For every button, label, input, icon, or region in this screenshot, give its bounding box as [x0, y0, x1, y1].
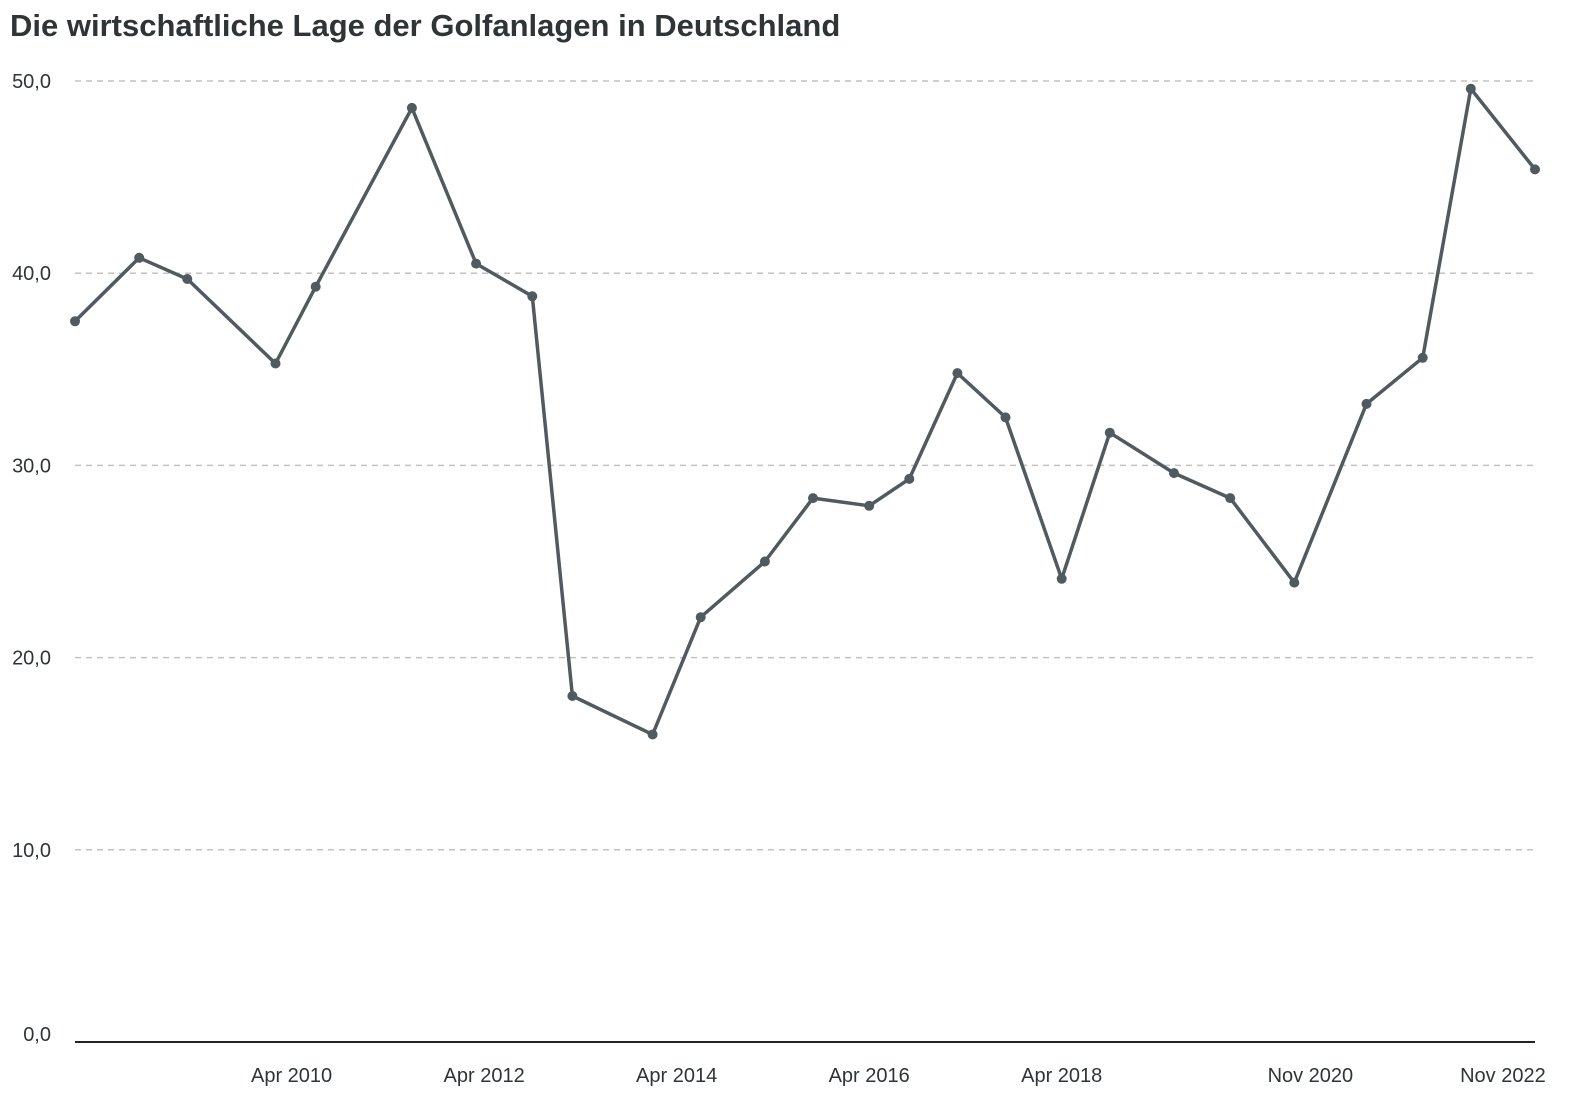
data-point — [567, 691, 578, 701]
data-point — [1465, 83, 1476, 94]
data-point — [310, 281, 321, 292]
data-point — [1225, 493, 1236, 504]
y-tick-label: 20,0 — [12, 648, 51, 670]
data-point — [134, 252, 145, 263]
data-point — [527, 291, 538, 302]
data-point — [1289, 577, 1300, 588]
data-point — [182, 274, 193, 284]
chart-title: Die wirtschaftliche Lage der Golfanlagen… — [10, 8, 841, 43]
y-tick-label: 50,0 — [12, 71, 51, 93]
data-point — [695, 612, 706, 623]
data-point — [1000, 412, 1011, 423]
x-tick-label: Apr 2018 — [1021, 1065, 1102, 1087]
y-tick-label: 40,0 — [12, 263, 51, 285]
data-point — [864, 500, 875, 511]
data-point — [1417, 352, 1428, 363]
y-tick-label: 30,0 — [12, 455, 51, 477]
gridlines — [75, 80, 1535, 851]
data-point — [70, 316, 80, 327]
x-tick-label: Apr 2010 — [251, 1065, 332, 1087]
data-point — [1056, 573, 1067, 584]
x-tick-label: Nov 2020 — [1268, 1065, 1354, 1087]
data-point — [1104, 427, 1115, 438]
data-point — [808, 493, 818, 504]
series-line — [73, 86, 1537, 737]
data-point — [471, 258, 482, 269]
x-tick-label: Apr 2012 — [444, 1065, 525, 1087]
data-point — [1169, 468, 1179, 479]
data-point — [952, 368, 963, 379]
data-point — [647, 729, 658, 740]
x-tick-label: Nov 2022 — [1460, 1065, 1546, 1087]
data-point — [904, 473, 915, 484]
data-point — [1361, 398, 1372, 409]
series — [70, 83, 1540, 740]
data-point — [406, 102, 417, 113]
y-tick-label: 0,0 — [23, 1024, 51, 1046]
x-axis-tick-labels: Apr 2010 Apr 2012 Apr 2014 Apr 2016 Apr 2018… — [251, 1065, 1546, 1087]
x-tick-label: Apr 2014 — [636, 1065, 717, 1087]
data-point — [1530, 164, 1540, 175]
y-axis-tick-labels: 0,0 10,0 20,0 30,0 40,0 50,0 — [12, 71, 51, 1046]
x-tick-label: Apr 2016 — [829, 1065, 910, 1087]
y-tick-label: 10,0 — [12, 840, 51, 862]
data-point — [270, 358, 281, 369]
data-point — [759, 556, 770, 567]
